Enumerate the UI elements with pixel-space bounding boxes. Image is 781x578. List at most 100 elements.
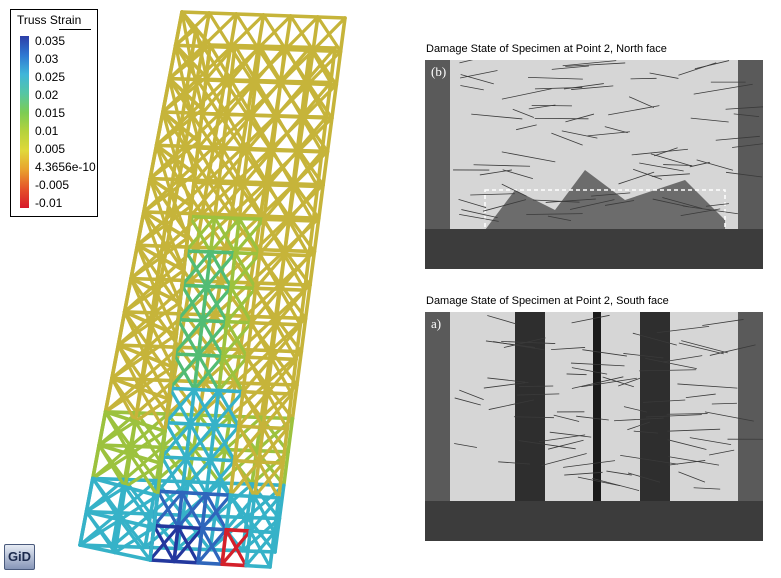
truss-member — [295, 149, 324, 154]
south-face-photo: a) — [425, 312, 763, 541]
truss-member — [266, 149, 299, 187]
truss-member — [277, 483, 286, 521]
crack-line — [528, 76, 583, 80]
crack-line — [614, 417, 664, 422]
truss-member — [287, 184, 320, 222]
truss-member — [221, 321, 253, 358]
truss-member — [167, 43, 178, 81]
truss-member — [179, 125, 201, 144]
truss-member — [143, 321, 153, 358]
crack-line — [632, 332, 677, 346]
truss-member — [165, 244, 199, 250]
crack-line — [693, 83, 753, 95]
truss-member — [234, 12, 266, 17]
gid-logo[interactable]: GiD — [4, 544, 35, 570]
crack-line — [591, 192, 631, 197]
truss-member — [245, 355, 274, 361]
crack-line — [482, 199, 527, 212]
truss-member — [275, 80, 308, 118]
legend-tick: 0.005 — [35, 142, 66, 156]
truss-member — [250, 79, 283, 117]
truss-member — [174, 140, 201, 162]
truss-member — [178, 268, 186, 305]
truss-member — [274, 114, 304, 119]
truss-member — [194, 26, 212, 47]
truss-member — [160, 455, 188, 461]
truss-member — [164, 420, 193, 426]
truss-member — [189, 172, 197, 208]
truss-member — [258, 218, 291, 256]
truss-member — [184, 423, 217, 460]
truss-member — [196, 320, 229, 357]
truss-member — [258, 217, 266, 256]
truss-member — [204, 77, 233, 82]
truss-member — [184, 249, 213, 254]
crack-line — [606, 470, 632, 476]
truss-model-3d-view[interactable] — [60, 0, 440, 578]
truss-member — [188, 387, 197, 426]
truss-member — [174, 157, 197, 176]
legend-tick: 0.015 — [35, 106, 66, 120]
truss-member — [283, 44, 312, 50]
crack-line — [639, 162, 684, 172]
truss-member — [225, 112, 254, 117]
crack-line — [693, 487, 721, 490]
crack-line — [689, 161, 710, 168]
truss-member — [133, 397, 171, 424]
crack-line — [561, 130, 598, 139]
truss-member — [254, 44, 262, 83]
truss-member — [249, 320, 278, 326]
truss-member — [78, 509, 89, 547]
truss-member — [188, 422, 217, 427]
truss-member — [261, 425, 290, 431]
truss-member — [248, 529, 277, 535]
crack-line — [666, 413, 708, 415]
truss-member — [249, 286, 258, 325]
truss-member — [270, 114, 304, 152]
crack-line — [668, 456, 720, 466]
truss-member — [248, 496, 281, 533]
truss-member — [229, 179, 239, 217]
truss-member — [235, 147, 273, 184]
truss-member — [244, 530, 276, 568]
crack-line — [551, 65, 589, 70]
truss-member — [286, 416, 295, 454]
crack-line — [547, 215, 572, 221]
crack-line — [628, 96, 655, 108]
crack-line — [645, 357, 697, 369]
truss-member — [249, 113, 279, 118]
truss-member — [257, 460, 285, 466]
crack-line — [487, 377, 526, 383]
crack-line — [667, 428, 721, 432]
truss-member — [163, 397, 171, 434]
truss-member — [192, 353, 201, 392]
crack-line — [663, 164, 693, 166]
truss-member — [196, 560, 224, 567]
north-face-photo: (b) — [425, 60, 763, 269]
truss-member — [161, 76, 172, 114]
truss-member — [90, 443, 101, 481]
truss-member — [338, 16, 347, 54]
truss-member — [278, 252, 287, 292]
truss-member — [208, 423, 217, 462]
truss-member — [334, 49, 343, 87]
truss-member — [116, 343, 148, 358]
crack-line — [649, 72, 679, 79]
spalled-concrete-region — [485, 170, 725, 245]
truss-member — [143, 333, 178, 358]
crack-line — [645, 414, 702, 418]
actuator-rod — [593, 312, 601, 541]
truss-member — [328, 46, 337, 85]
crack-line — [685, 393, 716, 399]
crack-line — [570, 362, 625, 367]
truss-member — [245, 147, 275, 153]
truss-member — [158, 236, 190, 260]
truss-member — [138, 365, 175, 391]
truss-member — [168, 190, 194, 208]
truss-member — [179, 92, 188, 129]
truss-member — [252, 461, 285, 499]
crack-line — [711, 402, 737, 405]
truss-member — [229, 181, 268, 217]
crack-line — [639, 369, 697, 372]
legend-tick: 0.03 — [35, 52, 59, 66]
